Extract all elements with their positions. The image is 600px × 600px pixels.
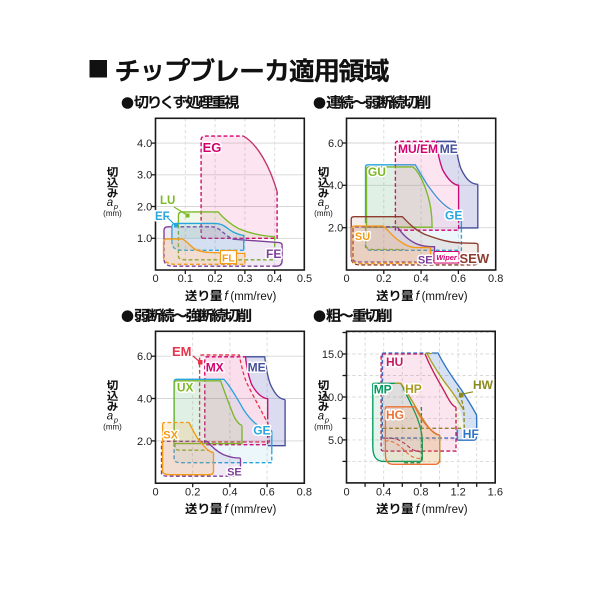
svg-text:EM: EM bbox=[172, 344, 192, 359]
svg-text:2.0: 2.0 bbox=[137, 436, 152, 448]
svg-text:0.4: 0.4 bbox=[376, 486, 391, 498]
svg-text:MX: MX bbox=[206, 360, 224, 374]
svg-text:(mm/rev): (mm/rev) bbox=[230, 504, 276, 516]
svg-text:(mm/rev): (mm/rev) bbox=[230, 291, 276, 303]
svg-text:SE: SE bbox=[227, 467, 242, 479]
svg-text:0.4: 0.4 bbox=[413, 273, 428, 285]
svg-text:f: f bbox=[416, 502, 421, 516]
svg-text:(mm): (mm) bbox=[103, 422, 122, 431]
svg-text:a: a bbox=[107, 197, 113, 209]
svg-text:0.8: 0.8 bbox=[413, 486, 428, 498]
svg-text:GE: GE bbox=[253, 424, 270, 438]
svg-text:(mm/rev): (mm/rev) bbox=[422, 504, 468, 516]
svg-text:a: a bbox=[318, 410, 324, 422]
svg-text:p: p bbox=[113, 202, 118, 211]
svg-text:GU: GU bbox=[368, 165, 386, 179]
svg-text:Wiper: Wiper bbox=[436, 253, 458, 262]
svg-text:SE: SE bbox=[418, 255, 433, 267]
svg-text:0: 0 bbox=[152, 273, 158, 285]
svg-text:0: 0 bbox=[343, 486, 349, 498]
svg-text:4.0: 4.0 bbox=[137, 393, 152, 405]
svg-text:p: p bbox=[324, 415, 329, 424]
svg-text:SEW: SEW bbox=[460, 251, 490, 266]
svg-text:0.5: 0.5 bbox=[297, 273, 312, 285]
svg-text:ME: ME bbox=[440, 142, 458, 156]
svg-text:(mm): (mm) bbox=[314, 422, 333, 431]
svg-text:(mm): (mm) bbox=[103, 209, 122, 218]
svg-text:a: a bbox=[107, 410, 113, 422]
svg-text:0.2: 0.2 bbox=[376, 273, 391, 285]
svg-text:FE: FE bbox=[266, 247, 281, 261]
svg-text:0.2: 0.2 bbox=[185, 486, 200, 498]
svg-text:15.0: 15.0 bbox=[322, 349, 343, 361]
svg-text:0.2: 0.2 bbox=[207, 273, 222, 285]
svg-text:0.6: 0.6 bbox=[451, 273, 466, 285]
svg-text:EG: EG bbox=[203, 140, 222, 155]
svg-text:5.0: 5.0 bbox=[328, 435, 343, 447]
svg-text:MU/EM: MU/EM bbox=[398, 142, 438, 156]
svg-text:UX: UX bbox=[177, 381, 194, 395]
svg-text:0.8: 0.8 bbox=[297, 486, 312, 498]
svg-text:0.3: 0.3 bbox=[237, 273, 252, 285]
svg-text:0.4: 0.4 bbox=[222, 486, 237, 498]
svg-text:p: p bbox=[113, 415, 118, 424]
svg-text:MP: MP bbox=[374, 383, 392, 397]
svg-text:f: f bbox=[224, 289, 229, 303]
svg-text:HW: HW bbox=[473, 378, 494, 392]
svg-text:10.0: 10.0 bbox=[322, 392, 343, 404]
svg-text:EF: EF bbox=[155, 211, 170, 223]
svg-text:6.0: 6.0 bbox=[328, 138, 343, 150]
svg-text:(mm): (mm) bbox=[314, 209, 333, 218]
svg-text:HU: HU bbox=[386, 355, 403, 369]
svg-text:LU: LU bbox=[160, 195, 175, 207]
svg-text:4.0: 4.0 bbox=[137, 138, 152, 150]
svg-text:GE: GE bbox=[445, 209, 462, 223]
svg-text:1.6: 1.6 bbox=[488, 486, 503, 498]
svg-text:f: f bbox=[224, 502, 229, 516]
svg-text:0.6: 0.6 bbox=[259, 486, 274, 498]
svg-text:3.0: 3.0 bbox=[137, 170, 152, 182]
svg-text:2.0: 2.0 bbox=[328, 223, 343, 235]
svg-text:0: 0 bbox=[343, 273, 349, 285]
svg-text:ME: ME bbox=[248, 360, 266, 374]
svg-text:SX: SX bbox=[163, 429, 178, 441]
svg-text:6.0: 6.0 bbox=[137, 351, 152, 363]
svg-text:0.1: 0.1 bbox=[178, 273, 193, 285]
svg-text:HF: HF bbox=[463, 427, 479, 441]
svg-text:HP: HP bbox=[405, 382, 422, 396]
svg-text:SU: SU bbox=[355, 231, 370, 243]
svg-text:p: p bbox=[324, 202, 329, 211]
svg-text:FL: FL bbox=[222, 253, 235, 265]
svg-text:1.0: 1.0 bbox=[137, 233, 152, 245]
svg-text:f: f bbox=[416, 289, 421, 303]
svg-text:(mm/rev): (mm/rev) bbox=[422, 291, 468, 303]
svg-text:1.2: 1.2 bbox=[450, 486, 465, 498]
svg-text:HG: HG bbox=[386, 408, 404, 422]
svg-text:2.0: 2.0 bbox=[137, 201, 152, 213]
svg-text:0.8: 0.8 bbox=[488, 273, 503, 285]
svg-text:0: 0 bbox=[152, 486, 158, 498]
svg-text:4.0: 4.0 bbox=[328, 180, 343, 192]
svg-text:0.4: 0.4 bbox=[267, 273, 282, 285]
svg-text:a: a bbox=[318, 197, 324, 209]
